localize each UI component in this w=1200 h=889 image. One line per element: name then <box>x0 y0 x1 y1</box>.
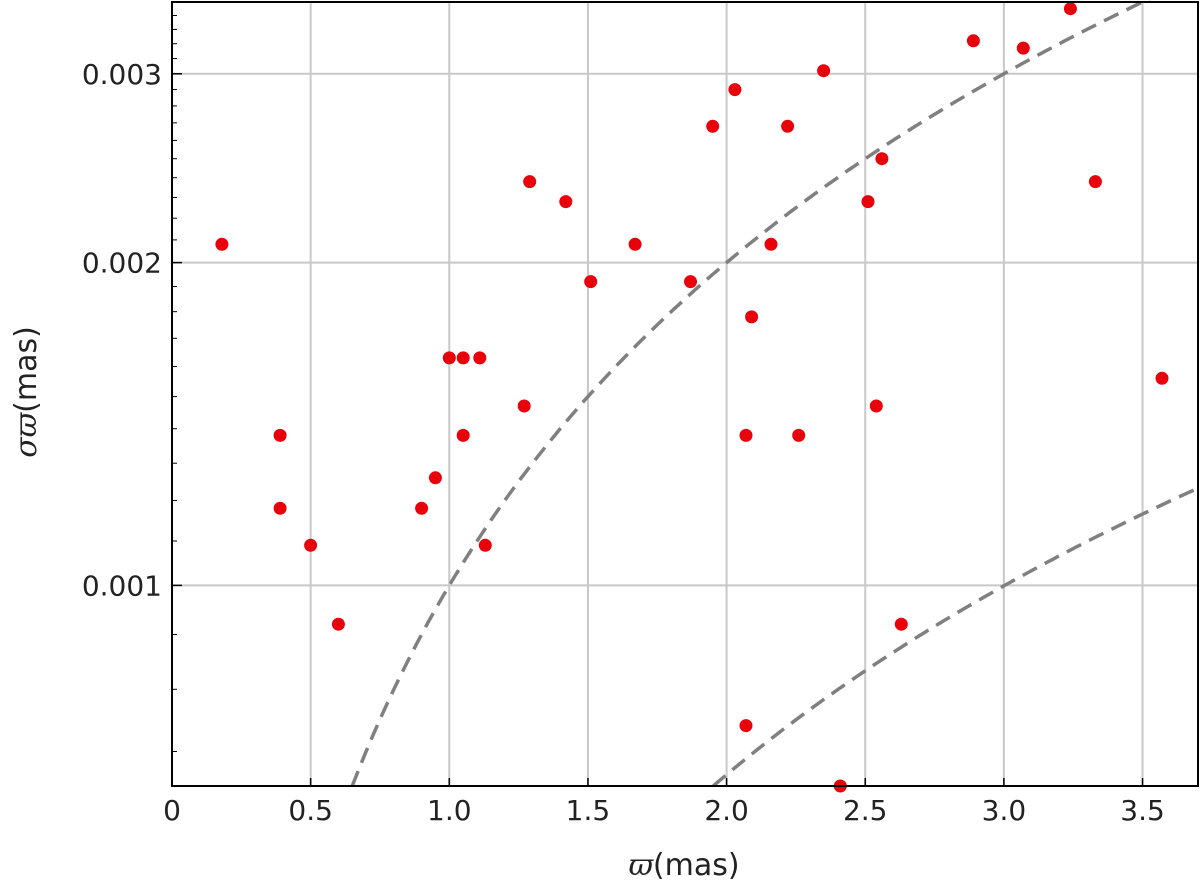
x-tick-label: 1.0 <box>427 794 472 827</box>
x-axis-label: ϖ(mas) <box>628 848 739 883</box>
x-tick-label: 1.5 <box>566 794 611 827</box>
data-point <box>273 428 287 442</box>
reference-curve <box>712 486 1199 788</box>
y-tick-label: 0.001 <box>82 569 162 602</box>
x-axis-symbol: ϖ <box>628 848 654 883</box>
reference-curve <box>350 0 1151 787</box>
data-point <box>456 351 470 365</box>
x-tick-label: 2.5 <box>843 794 888 827</box>
grid-lines <box>172 2 1198 786</box>
data-point <box>1088 175 1102 189</box>
y-axis-ticks: 0.001 0.002 0.003 <box>82 58 182 602</box>
data-point <box>684 275 697 289</box>
data-point <box>1016 41 1030 55</box>
y-axis-label: σϖ(mas) <box>9 326 44 458</box>
data-point <box>966 34 980 48</box>
x-tick-label: 0 <box>163 794 181 827</box>
data-point <box>523 175 537 189</box>
data-point <box>331 617 345 631</box>
data-point <box>1155 371 1169 385</box>
reference-curves <box>350 0 1199 788</box>
data-point <box>875 152 889 166</box>
data-point <box>559 195 573 209</box>
data-point <box>456 428 470 442</box>
x-tick-label: 2.0 <box>704 794 749 827</box>
data-point <box>428 471 442 485</box>
data-point <box>473 351 487 365</box>
data-point <box>517 399 531 413</box>
data-point <box>739 719 753 733</box>
x-tick-label: 3.5 <box>1120 794 1165 827</box>
data-point <box>764 237 778 251</box>
data-point <box>442 351 456 365</box>
x-axis-ticks: 0 0.5 1.0 1.5 2.0 2.5 3.0 3.5 <box>163 778 1165 827</box>
data-point <box>739 428 753 442</box>
y-tick-label: 0.002 <box>82 247 162 280</box>
plot-area-frame <box>171 1 1199 787</box>
data-point <box>894 617 908 631</box>
data-point <box>304 538 318 552</box>
data-point <box>861 195 875 209</box>
data-point <box>415 501 429 515</box>
data-point <box>745 310 759 324</box>
y-axis-unit: (mas) <box>9 326 44 413</box>
data-point <box>706 119 720 133</box>
x-axis-unit: (mas) <box>653 848 740 883</box>
data-point <box>869 399 883 413</box>
data-point <box>1063 2 1077 16</box>
data-point <box>478 538 492 552</box>
y-axis-symbol: σϖ <box>9 411 44 457</box>
data-point <box>728 83 742 97</box>
x-tick-label: 0.5 <box>288 794 333 827</box>
data-point <box>792 428 806 442</box>
data-point <box>215 237 229 251</box>
data-point <box>781 119 795 133</box>
data-points <box>215 2 1169 793</box>
data-point <box>273 501 287 515</box>
y-tick-label: 0.003 <box>82 58 162 91</box>
data-point <box>628 237 642 251</box>
data-point <box>584 275 598 289</box>
y-minor-ticks <box>172 1 177 752</box>
data-point <box>817 64 831 78</box>
x-tick-label: 3.0 <box>982 794 1027 827</box>
